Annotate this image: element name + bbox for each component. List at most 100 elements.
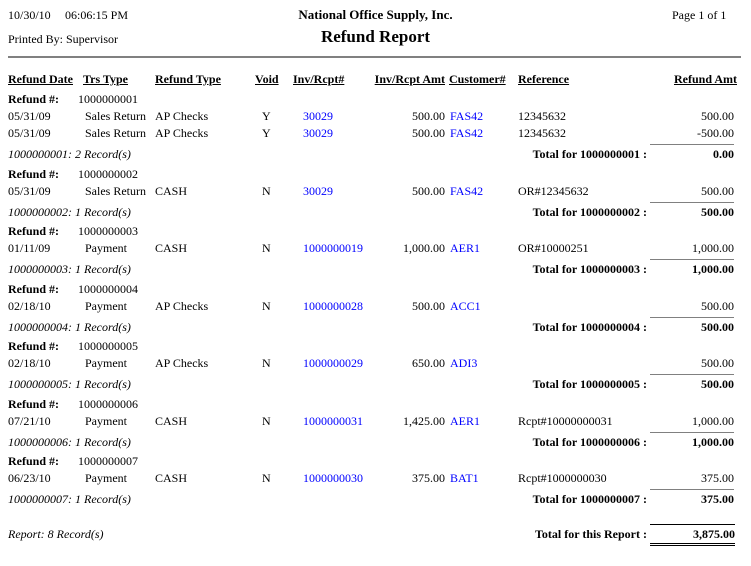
page-number: Page 1 of 1: [672, 8, 727, 22]
refund-number-value: 1000000006: [78, 397, 138, 411]
refund-type: AP Checks: [155, 356, 209, 370]
group-total-amount: 0.00: [650, 144, 734, 162]
refund-date: 01/11/09: [8, 241, 51, 255]
refund-type: CASH: [155, 241, 188, 255]
refund-amt: 500.00: [701, 109, 734, 123]
refund-number-value: 1000000001: [78, 92, 138, 106]
group-record-count: 1000000004: 1 Record(s): [8, 320, 131, 334]
group-header: Refund #: 1000000005: [0, 339, 751, 356]
group-total-amount: 500.00: [650, 317, 734, 335]
refund-amt: -500.00: [697, 126, 734, 140]
customer-link[interactable]: BAT1: [450, 471, 479, 485]
trs-type: Payment: [85, 356, 127, 370]
report-footer: Report: 8 Record(s) Total for this Repor…: [0, 522, 751, 546]
customer-link[interactable]: ACC1: [450, 299, 481, 313]
detail-row: 02/18/10 Payment AP Checks N 1000000028 …: [0, 299, 751, 316]
group-record-count: 1000000005: 1 Record(s): [8, 377, 131, 391]
refund-number-label: Refund #:: [8, 339, 60, 353]
void-flag: Y: [262, 109, 271, 123]
customer-link[interactable]: FAS42: [450, 184, 484, 198]
inv-rcpt-link[interactable]: 1000000029: [303, 356, 363, 370]
refund-number-value: 1000000004: [78, 282, 138, 296]
inv-rcpt-amt: 500.00: [412, 299, 445, 313]
detail-row: 05/31/09 Sales Return AP Checks Y 30029 …: [0, 126, 751, 143]
void-flag: N: [262, 356, 271, 370]
customer-link[interactable]: ADI3: [450, 356, 478, 370]
detail-row: 01/11/09 Payment CASH N 1000000019 1,000…: [0, 241, 751, 258]
refund-type: AP Checks: [155, 126, 209, 140]
printed-by: Printed By: Supervisor: [8, 32, 118, 46]
refund-date: 05/31/09: [8, 109, 51, 123]
detail-row: 06/23/10 Payment CASH N 1000000030 375.0…: [0, 471, 751, 488]
report-title: Refund Report: [320, 27, 431, 46]
trs-type: Payment: [85, 241, 127, 255]
group-record-count: 1000000006: 1 Record(s): [8, 435, 131, 449]
group-header: Refund #: 1000000007: [0, 454, 751, 471]
reference: Rcpt#1000000030: [518, 471, 607, 485]
trs-type: Sales Return: [85, 126, 146, 140]
reference: Rcpt#10000000031: [518, 414, 613, 428]
trs-type: Sales Return: [85, 184, 146, 198]
inv-rcpt-link[interactable]: 30029: [303, 184, 333, 198]
refund-number-value: 1000000007: [78, 454, 138, 468]
refund-type: CASH: [155, 471, 188, 485]
group-footer: 1000000005: 1 Record(s) Total for 100000…: [0, 374, 751, 391]
customer-link[interactable]: FAS42: [450, 109, 484, 123]
refund-number-value: 1000000002: [78, 167, 138, 181]
inv-rcpt-amt: 1,425.00: [403, 414, 445, 428]
refund-number-label: Refund #:: [8, 167, 60, 181]
refund-type: CASH: [155, 184, 188, 198]
group-total-amount: 1,000.00: [650, 432, 734, 450]
refund-number-value: 1000000003: [78, 224, 138, 238]
col-void: Void: [255, 72, 279, 86]
group-header: Refund #: 1000000001: [0, 92, 751, 109]
inv-rcpt-link[interactable]: 1000000019: [303, 241, 363, 255]
group-record-count: 1000000002: 1 Record(s): [8, 205, 131, 219]
inv-rcpt-link[interactable]: 30029: [303, 126, 333, 140]
refund-date: 06/23/10: [8, 471, 51, 485]
group-record-count: 1000000007: 1 Record(s): [8, 492, 131, 506]
report-total-label: Total for this Report :: [535, 527, 647, 541]
void-flag: N: [262, 299, 271, 313]
report-record-count: Report: 8 Record(s): [8, 527, 104, 541]
group-footer: 1000000004: 1 Record(s) Total for 100000…: [0, 317, 751, 334]
group-footer: 1000000002: 1 Record(s) Total for 100000…: [0, 202, 751, 219]
reference: OR#12345632: [518, 184, 589, 198]
inv-rcpt-link[interactable]: 30029: [303, 109, 333, 123]
group-footer: 1000000003: 1 Record(s) Total for 100000…: [0, 259, 751, 276]
detail-row: 02/18/10 Payment AP Checks N 1000000029 …: [0, 356, 751, 373]
group-footer: 1000000007: 1 Record(s) Total for 100000…: [0, 489, 751, 506]
col-refund-type: Refund Type: [155, 72, 221, 86]
refund-amt: 500.00: [701, 356, 734, 370]
group-total-label: Total for 1000000007 :: [532, 492, 647, 506]
customer-link[interactable]: AER1: [450, 414, 480, 428]
reference: OR#10000251: [518, 241, 589, 255]
void-flag: N: [262, 184, 271, 198]
customer-link[interactable]: FAS42: [450, 126, 484, 140]
group-header: Refund #: 1000000003: [0, 224, 751, 241]
trs-type: Payment: [85, 299, 127, 313]
refund-date: 05/31/09: [8, 184, 51, 198]
customer-link[interactable]: AER1: [450, 241, 480, 255]
inv-rcpt-amt: 500.00: [412, 126, 445, 140]
refund-date: 02/18/10: [8, 299, 51, 313]
refund-number-label: Refund #:: [8, 397, 60, 411]
inv-rcpt-amt: 1,000.00: [403, 241, 445, 255]
inv-rcpt-link[interactable]: 1000000028: [303, 299, 363, 313]
group-total-label: Total for 1000000004 :: [532, 320, 647, 334]
trs-type: Sales Return: [85, 109, 146, 123]
group-total-label: Total for 1000000003 :: [532, 262, 647, 276]
inv-rcpt-link[interactable]: 1000000031: [303, 414, 363, 428]
group-total-amount: 375.00: [650, 489, 734, 507]
group-record-count: 1000000001: 2 Record(s): [8, 147, 131, 161]
refund-type: AP Checks: [155, 109, 209, 123]
col-inv-rcpt-amt: Inv/Rcpt Amt: [374, 72, 445, 86]
refund-type: CASH: [155, 414, 188, 428]
group-total-label: Total for 1000000002 :: [532, 205, 647, 219]
group-header: Refund #: 1000000002: [0, 167, 751, 184]
refund-date: 02/18/10: [8, 356, 51, 370]
inv-rcpt-link[interactable]: 1000000030: [303, 471, 363, 485]
refund-number-label: Refund #:: [8, 282, 60, 296]
group-total-label: Total for 1000000005 :: [532, 377, 647, 391]
